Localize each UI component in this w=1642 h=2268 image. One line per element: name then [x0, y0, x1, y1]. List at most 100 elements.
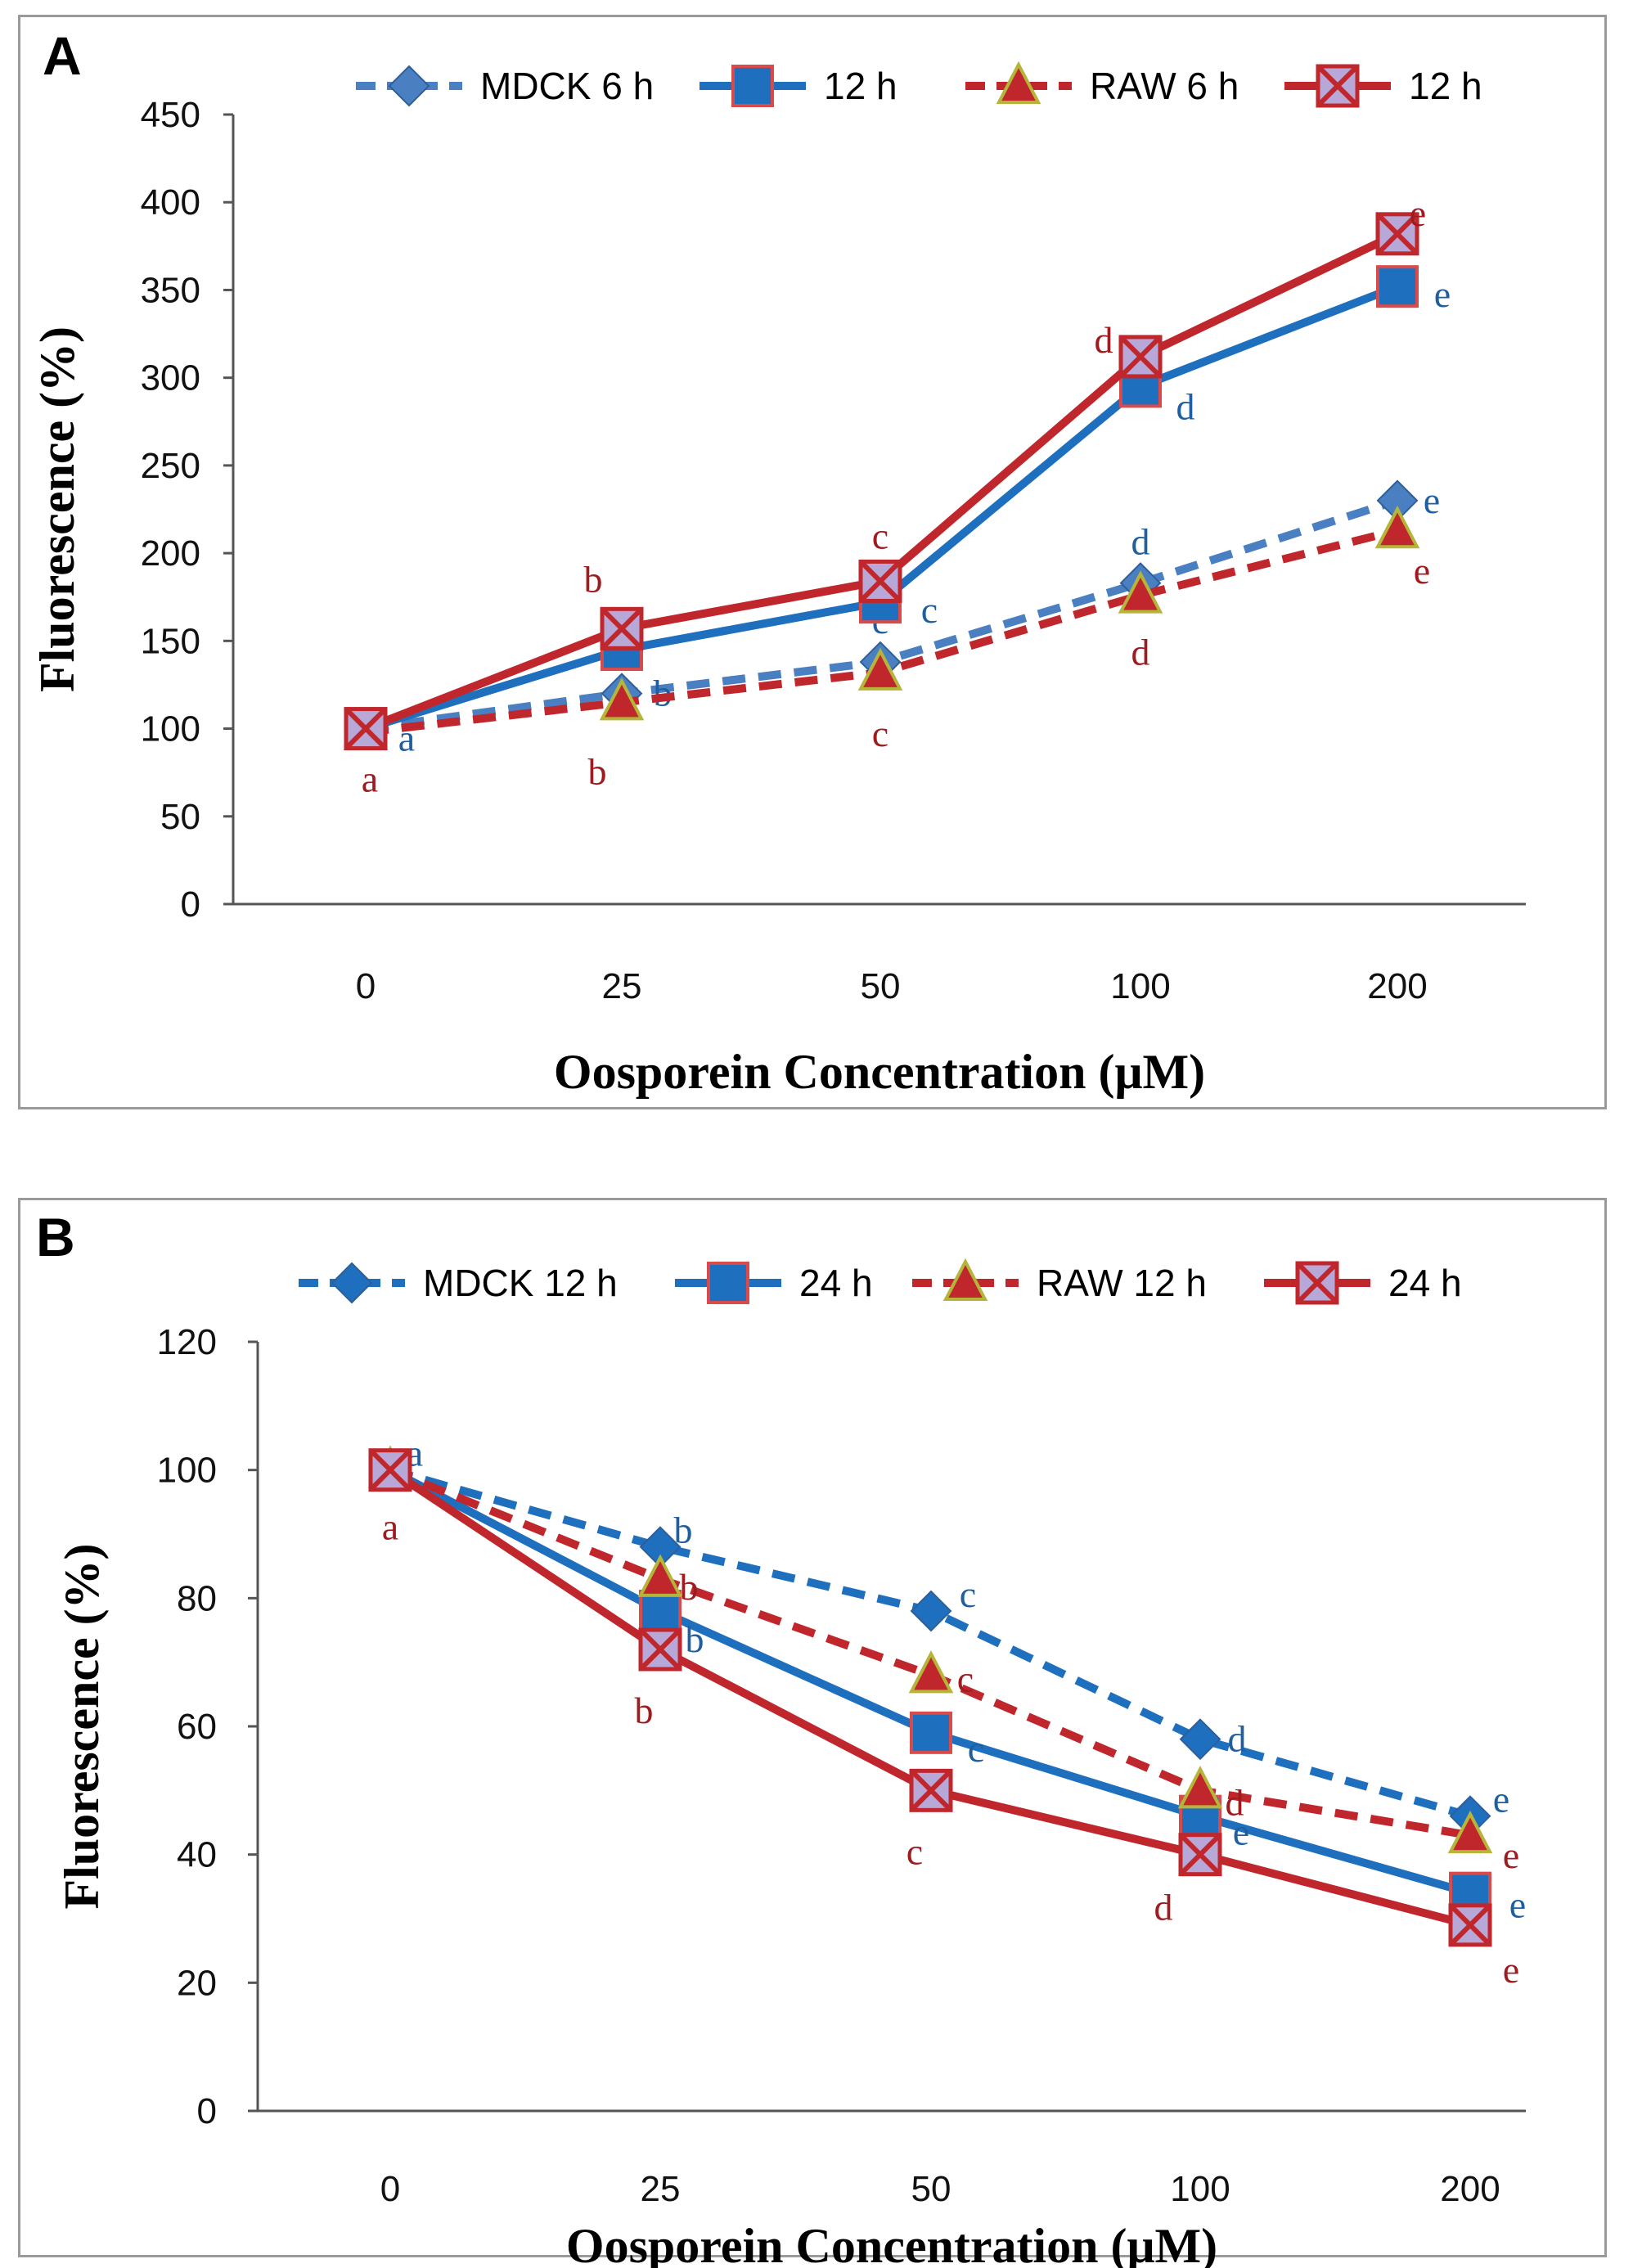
chart-b-series-1-letter: e: [1509, 1884, 1526, 1926]
chart-a-legend-swatch-marker: [1316, 64, 1360, 108]
chart-b-series-1-letter: b: [686, 1618, 704, 1660]
chart-b-legend-label: MDCK 12 h: [423, 1262, 618, 1304]
chart-b-series-3-letter: b: [635, 1690, 654, 1731]
chart-b-series-2-point: [1177, 1766, 1223, 1809]
chart-a-series-2-letter: b: [588, 750, 607, 792]
chart-b-legend-item: 24 h: [675, 1262, 873, 1304]
chart-b-x-tick-label: 100: [1170, 2169, 1230, 2209]
chart-b-y-tick-label: 40: [177, 1835, 217, 1875]
chart-a-y-tick-label: 250: [141, 446, 200, 486]
chart-a-legend-item: 12 h: [1284, 64, 1482, 108]
chart-a-series-0-letter: d: [1131, 521, 1150, 563]
chart-b-series-3-line: [388, 1466, 1472, 1929]
chart-a-series-2-letter: e: [1414, 550, 1430, 592]
chart-b-legend-swatch-marker: [1295, 1261, 1339, 1305]
chart-a-y-tick-label: 50: [160, 797, 200, 837]
chart-b-series-2-letter: c: [957, 1658, 974, 1699]
chart-a-series-3: a b c d e: [344, 192, 1426, 800]
chart-b-legend-label: 24 h: [799, 1262, 873, 1304]
chart-a-legend-label: MDCK 6 h: [480, 65, 654, 107]
chart-b-series-3-letter: e: [1503, 1949, 1519, 1991]
chart-a-y-tick-label: 300: [141, 358, 200, 398]
chart-b-y-tick-label: 100: [157, 1451, 217, 1491]
chart-a-legend-label: RAW 6 h: [1090, 65, 1239, 107]
chart-a-legend-label: 12 h: [1409, 65, 1482, 107]
panel-b-label: B: [36, 1207, 75, 1267]
chart-b-series-3-point: [1448, 1903, 1492, 1947]
chart-b-series-3-point: [368, 1448, 412, 1492]
chart-b-series-0-letter: e: [1493, 1779, 1509, 1820]
chart-a-y-tick-label: 450: [141, 95, 200, 135]
chart-b-legend-item: MDCK 12 h: [299, 1262, 618, 1304]
chart-b-legend-swatch-marker: [942, 1258, 988, 1301]
chart-b-x-tick-label: 0: [380, 2169, 400, 2209]
chart-a-x-tick-label: 25: [602, 966, 642, 1006]
chart-a-legend-swatch-marker: [731, 65, 774, 107]
chart-a-series-2-point: [599, 677, 645, 721]
chart-b-series-0-letter: d: [1228, 1718, 1247, 1760]
chart-b-series-3-letter: a: [382, 1506, 398, 1548]
chart-b-series-1-letter: c: [968, 1728, 984, 1770]
chart-a-y-tick-label: 400: [141, 182, 200, 223]
chart-a-x-tick-label: 0: [356, 966, 376, 1006]
chart-b-legend-label: RAW 12 h: [1037, 1262, 1207, 1304]
chart-b-series-3-letter: d: [1154, 1887, 1173, 1928]
panel-a-frame: [18, 15, 1607, 1109]
chart-b-series-2-point: [908, 1650, 954, 1694]
chart-b-series-3-point: [638, 1627, 682, 1672]
chart-a-series-3-point: [344, 707, 388, 751]
chart-b-series-0-point: [910, 1590, 952, 1632]
chart-a-x-tick-label: 50: [861, 966, 901, 1006]
chart-a-x-axis-title: Oosporein Concentration (μM): [554, 1045, 1205, 1099]
chart-a-y-tick-label: 100: [141, 709, 200, 749]
chart-b-series-1-point: [639, 1590, 682, 1632]
chart-b-legend-item: 24 h: [1264, 1261, 1462, 1305]
chart-b-y-tick-label: 80: [177, 1578, 217, 1618]
chart-b-series-0-letter: c: [960, 1573, 976, 1615]
chart-a-series-3-point: [600, 606, 644, 650]
chart-b-x-tick-label: 200: [1440, 2169, 1500, 2209]
chart-b-legend: MDCK 12 h 24 h RAW 12 h 24 h: [299, 1258, 1462, 1305]
chart-a-series-3-letter: e: [1410, 192, 1426, 234]
panel-a-label: A: [43, 25, 82, 86]
chart-a-series-3-letter: b: [584, 558, 603, 600]
chart-a-series-3-point: [1118, 335, 1163, 379]
chart-a-legend-label: 12 h: [824, 65, 897, 107]
chart-a-y-tick-label: 150: [141, 621, 200, 661]
chart-a-series-2-point: [857, 647, 903, 691]
chart-b-series-2-letter: d: [1226, 1781, 1244, 1823]
chart-b-series-2-letter: e: [1503, 1834, 1519, 1876]
chart-a-legend-item: 12 h: [700, 65, 897, 107]
chart-a-series-2-point: [1118, 570, 1163, 614]
chart-a-legend-item: MDCK 6 h: [356, 65, 654, 107]
chart-a-series-0-letter: e: [1424, 479, 1440, 521]
chart-a-x-tick-label: 100: [1110, 966, 1170, 1006]
chart-a-series-3-point: [1375, 212, 1419, 256]
chart-b-series-2-point: [637, 1554, 683, 1597]
chart-b-series-2-point: [1447, 1810, 1493, 1854]
chart-a-y-tick-label: 200: [141, 533, 200, 574]
chart-a-series-0-letter: b: [654, 673, 673, 714]
chart-b-legend-swatch-marker: [707, 1262, 749, 1304]
chart-a-series-2-point: [1374, 505, 1420, 549]
chart-a-y-axis-title: Fluorescence (%): [30, 326, 84, 692]
chart-b-series-1-point: [910, 1711, 952, 1754]
chart-b-series-0-point: [1179, 1718, 1221, 1761]
chart-b-legend-label: 24 h: [1388, 1262, 1462, 1304]
chart-b-y-tick-label: 120: [157, 1322, 217, 1362]
chart-b-legend-swatch-marker: [331, 1262, 373, 1304]
chart-b-series-3-point: [909, 1768, 953, 1812]
chart-b: 0 20 40 60 80 100 120 0 25 50 100 200 Oosporein Conc…: [55, 1258, 1526, 2268]
chart-b-series-1-letter: e: [1233, 1811, 1249, 1853]
chart-a-series-3-letter: c: [872, 515, 888, 556]
chart-b-series-3-letter: c: [906, 1830, 923, 1872]
chart-a-legend-item: RAW 6 h: [965, 61, 1239, 107]
chart-b-series-0-line: [389, 1465, 1472, 1820]
chart-b-series-2-letter: b: [680, 1566, 699, 1608]
chart-a-series-1-point: [1376, 265, 1419, 308]
chart-a: 0 50 100 150 200 250 300 350 400 450 0 25 50 100 200 Oo…: [30, 61, 1526, 1099]
chart-b-legend-item: RAW 12 h: [912, 1258, 1207, 1304]
chart-b-y-tick-label: 0: [197, 2091, 217, 2131]
chart-a-series-2-letter: d: [1131, 632, 1150, 673]
